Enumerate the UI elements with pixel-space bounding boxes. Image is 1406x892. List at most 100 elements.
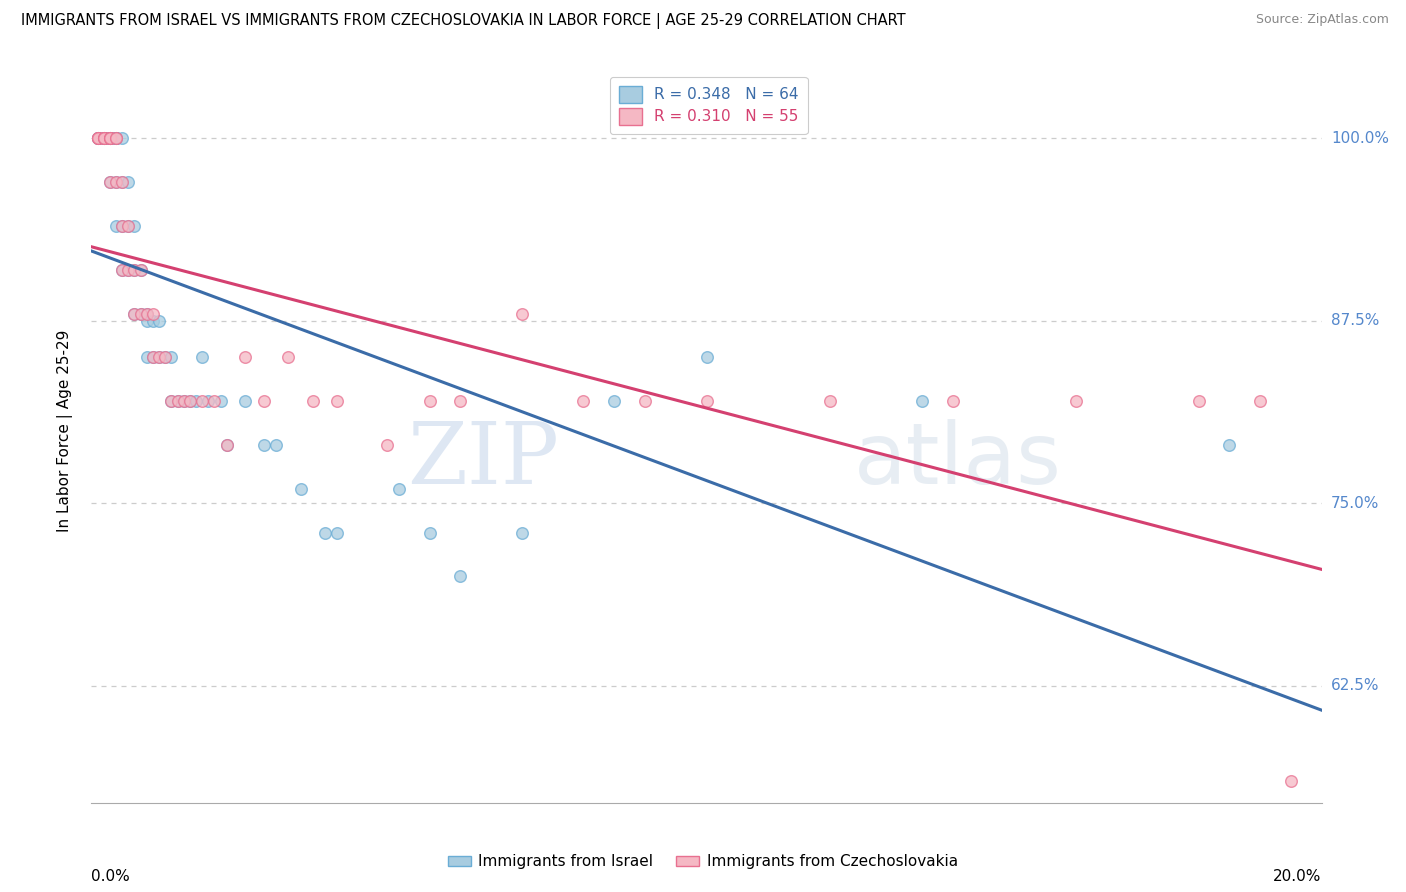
Point	[942, 394, 965, 409]
Point	[105, 131, 127, 145]
Point	[1187, 394, 1209, 409]
Point	[233, 351, 256, 365]
Point	[148, 351, 170, 365]
Point	[98, 131, 121, 145]
Point	[510, 525, 533, 540]
Point	[449, 394, 471, 409]
Point	[197, 394, 219, 409]
Point	[572, 394, 595, 409]
Point	[449, 569, 471, 583]
Point	[105, 175, 127, 189]
Point	[191, 351, 214, 365]
Point	[215, 438, 238, 452]
Text: 0.0%: 0.0%	[91, 869, 131, 883]
Point	[105, 131, 127, 145]
Point	[179, 394, 201, 409]
Point	[1279, 773, 1302, 788]
Text: ZIP: ZIP	[406, 418, 558, 502]
Point	[603, 394, 626, 409]
Point	[86, 131, 108, 145]
Point	[86, 131, 108, 145]
Point	[253, 438, 276, 452]
Point	[301, 394, 323, 409]
Point	[135, 307, 157, 321]
Point	[160, 351, 183, 365]
Point	[375, 438, 398, 452]
Text: Source: ZipAtlas.com: Source: ZipAtlas.com	[1256, 13, 1389, 27]
Point	[419, 394, 441, 409]
Point	[111, 219, 134, 233]
Point	[142, 307, 165, 321]
Point	[98, 175, 121, 189]
Point	[124, 307, 146, 321]
Point	[124, 262, 146, 277]
Point	[129, 307, 152, 321]
Point	[202, 394, 225, 409]
Point	[117, 262, 139, 277]
Point	[290, 482, 312, 496]
Point	[86, 131, 108, 145]
Legend: R = 0.348   N = 64, R = 0.310   N = 55: R = 0.348 N = 64, R = 0.310 N = 55	[610, 77, 807, 134]
Point	[93, 131, 115, 145]
Legend: Immigrants from Israel, Immigrants from Czechoslovakia: Immigrants from Israel, Immigrants from …	[441, 848, 965, 875]
Point	[277, 351, 299, 365]
Point	[326, 394, 349, 409]
Point	[1218, 438, 1240, 452]
Point	[105, 131, 127, 145]
Point	[326, 525, 349, 540]
Point	[148, 314, 170, 328]
Text: 75.0%: 75.0%	[1331, 496, 1379, 511]
Point	[818, 394, 841, 409]
Point	[98, 175, 121, 189]
Point	[253, 394, 276, 409]
Point	[135, 307, 157, 321]
Point	[98, 131, 121, 145]
Y-axis label: In Labor Force | Age 25-29: In Labor Force | Age 25-29	[58, 329, 73, 532]
Point	[98, 131, 121, 145]
Point	[153, 351, 177, 365]
Text: 62.5%: 62.5%	[1331, 679, 1379, 693]
Point	[111, 175, 134, 189]
Point	[142, 351, 165, 365]
Point	[98, 131, 121, 145]
Point	[111, 219, 134, 233]
Point	[86, 131, 108, 145]
Point	[388, 482, 411, 496]
Point	[166, 394, 188, 409]
Point	[105, 131, 127, 145]
Text: 87.5%: 87.5%	[1331, 313, 1379, 328]
Point	[105, 175, 127, 189]
Point	[105, 131, 127, 145]
Point	[510, 307, 533, 321]
Point	[98, 131, 121, 145]
Point	[93, 131, 115, 145]
Point	[129, 262, 152, 277]
Point	[419, 525, 441, 540]
Point	[314, 525, 336, 540]
Point	[98, 131, 121, 145]
Text: 100.0%: 100.0%	[1331, 131, 1389, 145]
Point	[129, 262, 152, 277]
Point	[98, 131, 121, 145]
Point	[117, 219, 139, 233]
Point	[98, 131, 121, 145]
Point	[105, 131, 127, 145]
Point	[696, 394, 718, 409]
Point	[215, 438, 238, 452]
Point	[166, 394, 188, 409]
Point	[111, 131, 134, 145]
Point	[1064, 394, 1087, 409]
Point	[86, 131, 108, 145]
Point	[160, 394, 183, 409]
Point	[160, 394, 183, 409]
Point	[696, 351, 718, 365]
Point	[173, 394, 195, 409]
Point	[124, 262, 146, 277]
Point	[117, 219, 139, 233]
Text: IMMIGRANTS FROM ISRAEL VS IMMIGRANTS FROM CZECHOSLOVAKIA IN LABOR FORCE | AGE 25: IMMIGRANTS FROM ISRAEL VS IMMIGRANTS FRO…	[21, 13, 905, 29]
Point	[135, 314, 157, 328]
Point	[135, 351, 157, 365]
Point	[93, 131, 115, 145]
Point	[93, 131, 115, 145]
Text: atlas: atlas	[853, 418, 1062, 501]
